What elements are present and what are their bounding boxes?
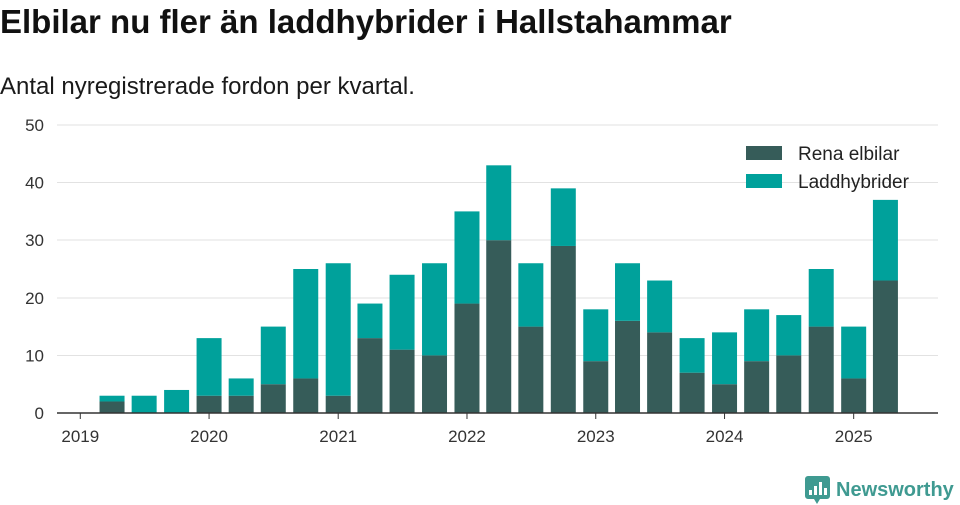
bar-rena-elbilar-2025-q1 — [841, 378, 867, 413]
legend-item-laddhybrider: Laddhybrider — [746, 172, 910, 193]
bar-rena-elbilar-2025-q2 — [872, 280, 898, 413]
chart-subtitle: Antal nyregistrerade fordon per kvartal. — [0, 73, 415, 100]
bar-rena-elbilar-2021-q1 — [325, 395, 351, 413]
chart-title: Elbilar nu fler än laddhybrider i Hallst… — [0, 3, 732, 40]
bar-laddhybrider-2024-q1 — [712, 332, 738, 385]
bar-rena-elbilar-2023-q2 — [615, 320, 641, 413]
bar-rena-elbilar-2022-q4 — [550, 245, 576, 413]
y-tick-label-10: 10 — [25, 346, 44, 365]
logo-bar-4 — [824, 488, 827, 495]
bar-laddhybrider-2021-q3 — [389, 274, 415, 350]
bar-rena-elbilar-2021-q4 — [422, 355, 448, 413]
x-tick-label-2023: 2023 — [577, 427, 615, 446]
bar-rena-elbilar-2024-q4 — [808, 326, 834, 413]
bar-rena-elbilar-2024-q1 — [712, 384, 738, 413]
bar-rena-elbilar-2024-q3 — [776, 355, 802, 413]
bar-laddhybrider-2020-q1 — [196, 338, 222, 396]
bar-laddhybrider-2019-q3 — [131, 395, 157, 413]
x-tick-label-2021: 2021 — [319, 427, 357, 446]
bar-laddhybrider-2023-q3 — [647, 280, 673, 333]
y-tick-label-40: 40 — [25, 174, 44, 193]
bar-laddhybrider-2021-q2 — [357, 303, 383, 339]
bar-rena-elbilar-2022-q2 — [486, 240, 512, 413]
bar-laddhybrider-2024-q4 — [808, 269, 834, 327]
bar-laddhybrider-2023-q1 — [583, 309, 609, 362]
bar-laddhybrider-2022-q3 — [518, 263, 544, 327]
y-axis-labels: 0 10 20 30 40 50 — [25, 116, 44, 423]
bar-rena-elbilar-2022-q3 — [518, 326, 544, 413]
bar-rena-elbilar-2020-q2 — [228, 395, 254, 413]
bar-laddhybrider-2025-q1 — [841, 326, 867, 379]
logo-bubble-shape — [805, 476, 830, 504]
logo-bar-1 — [809, 490, 812, 495]
bar-laddhybrider-2020-q2 — [228, 378, 254, 396]
bar-rena-elbilar-2023-q3 — [647, 332, 673, 413]
newsworthy-logo: Newsworthy — [805, 476, 955, 504]
bar-laddhybrider-2021-q1 — [325, 263, 351, 396]
bar-laddhybrider-2024-q3 — [776, 315, 802, 356]
legend-label-rena-elbilar: Rena elbilar — [798, 144, 900, 165]
bar-laddhybrider-2020-q3 — [260, 326, 286, 385]
legend-swatch-laddhybrider — [746, 174, 782, 188]
bar-rena-elbilar-2021-q2 — [357, 338, 383, 413]
x-tick-label-2024: 2024 — [706, 427, 744, 446]
bar-laddhybrider-2022-q2 — [486, 165, 512, 241]
bar-rena-elbilar-2019-q2 — [99, 401, 125, 413]
logo-bar-3 — [819, 482, 822, 495]
newsworthy-logo-icon — [805, 476, 830, 504]
y-tick-label-30: 30 — [25, 231, 44, 250]
bar-rena-elbilar-2024-q2 — [744, 361, 770, 413]
legend-item-rena-elbilar: Rena elbilar — [746, 144, 900, 165]
bar-rena-elbilar-2020-q3 — [260, 384, 286, 413]
bars — [99, 165, 898, 413]
legend-swatch-rena-elbilar — [746, 146, 782, 160]
bar-laddhybrider-2022-q1 — [454, 211, 480, 304]
bar-laddhybrider-2019-q4 — [164, 389, 190, 413]
bar-laddhybrider-2021-q4 — [422, 263, 448, 356]
x-tick-label-2019: 2019 — [61, 427, 99, 446]
legend-label-laddhybrider: Laddhybrider — [798, 172, 910, 193]
x-tick-label-2020: 2020 — [190, 427, 228, 446]
bar-laddhybrider-2020-q4 — [293, 269, 319, 379]
bar-laddhybrider-2023-q2 — [615, 263, 641, 321]
y-tick-label-50: 50 — [25, 116, 44, 135]
logo-bar-2 — [814, 486, 817, 495]
y-tick-label-0: 0 — [35, 404, 44, 423]
bar-laddhybrider-2022-q4 — [550, 188, 576, 246]
bar-laddhybrider-2024-q2 — [744, 309, 770, 362]
bar-rena-elbilar-2023-q4 — [679, 372, 705, 413]
bar-laddhybrider-2025-q2 — [872, 199, 898, 281]
x-tick-label-2022: 2022 — [448, 427, 486, 446]
bar-laddhybrider-2019-q2 — [99, 395, 125, 402]
legend: Rena elbilar Laddhybrider — [746, 144, 910, 193]
bar-rena-elbilar-2021-q3 — [389, 349, 415, 413]
bar-rena-elbilar-2020-q4 — [293, 378, 319, 413]
x-axis: 2019 2020 2021 2022 2023 2024 2025 — [57, 412, 938, 446]
bar-rena-elbilar-2023-q1 — [583, 361, 609, 413]
bar-rena-elbilar-2020-q1 — [196, 395, 222, 413]
bar-rena-elbilar-2022-q1 — [454, 303, 480, 413]
x-tick-label-2025: 2025 — [835, 427, 873, 446]
bar-laddhybrider-2023-q4 — [679, 338, 705, 373]
y-tick-label-20: 20 — [25, 289, 44, 308]
brand-name: Newsworthy — [836, 479, 955, 501]
